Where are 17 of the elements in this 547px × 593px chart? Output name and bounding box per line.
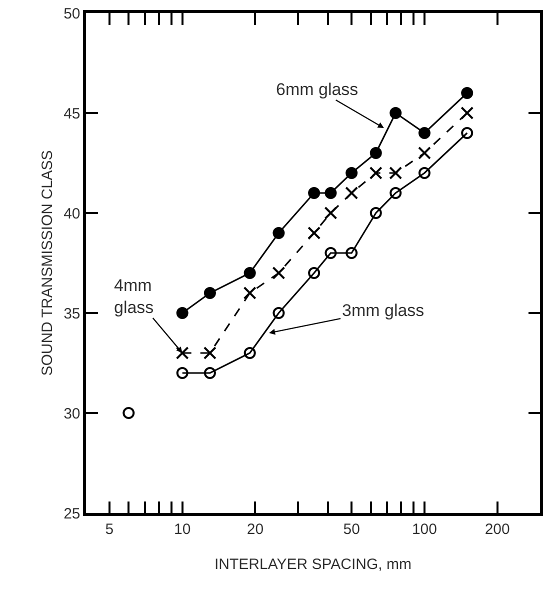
y-tick-label: 50 [64,5,80,22]
x-tick-label: 20 [246,520,264,538]
annotation: 6mm glass [276,80,358,99]
x-tick-label: 200 [484,520,510,538]
y-axis-title: SOUND TRANSMISSION CLASS [38,150,56,376]
x-tick-label: 100 [412,520,437,538]
annotation: 3mm glass [342,301,424,320]
y-tick-label: 35 [64,305,80,322]
y-tick-label: 40 [64,205,80,222]
x-tick-label: 50 [343,520,360,538]
y-tick-label: 25 [64,505,80,522]
x-axis-title: INTERLAYER SPACING, mm [214,556,412,573]
y-tick-label: 30 [64,405,80,422]
y-tick-label: 45 [64,105,80,122]
x-tick-label: 5 [105,520,114,538]
x-tick-label: 10 [174,520,191,538]
annotation: 4mm glass [114,276,154,318]
